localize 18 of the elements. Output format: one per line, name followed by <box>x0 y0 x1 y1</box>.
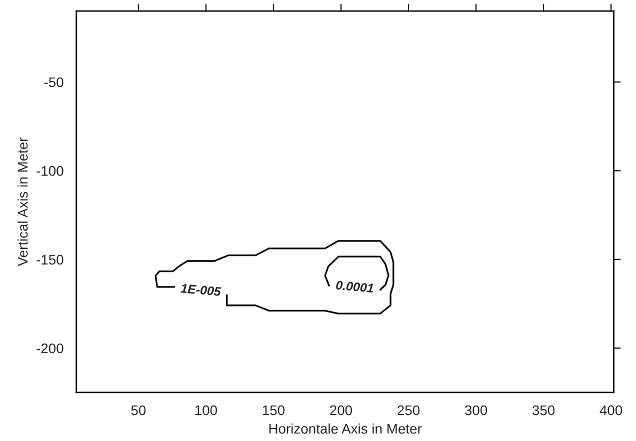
x-axis-title: Horizontale Axis in Meter <box>269 423 422 434</box>
x-tick-label: 250 <box>398 405 420 416</box>
line-series <box>154 240 394 314</box>
x-tick-label: 400 <box>600 405 622 416</box>
x-tick-label: 350 <box>532 405 555 416</box>
y-tick-label: -200 <box>36 343 64 354</box>
x-tick-label: 50 <box>131 405 146 416</box>
x-tick-label: 200 <box>330 405 352 416</box>
y-tick-label: -50 <box>44 77 64 88</box>
annotation: 0.0001 <box>336 280 374 293</box>
y-axis-title: Vertical Axis in Meter <box>18 138 28 266</box>
y-tick-label: -100 <box>36 166 64 176</box>
x-tick-label: 150 <box>262 405 285 416</box>
x-tick-label: 100 <box>195 405 217 416</box>
annotation: 1E-005 <box>180 284 222 296</box>
line-series <box>324 256 390 291</box>
x-tick-label: 300 <box>464 405 488 416</box>
y-tick-label: -150 <box>36 254 64 265</box>
